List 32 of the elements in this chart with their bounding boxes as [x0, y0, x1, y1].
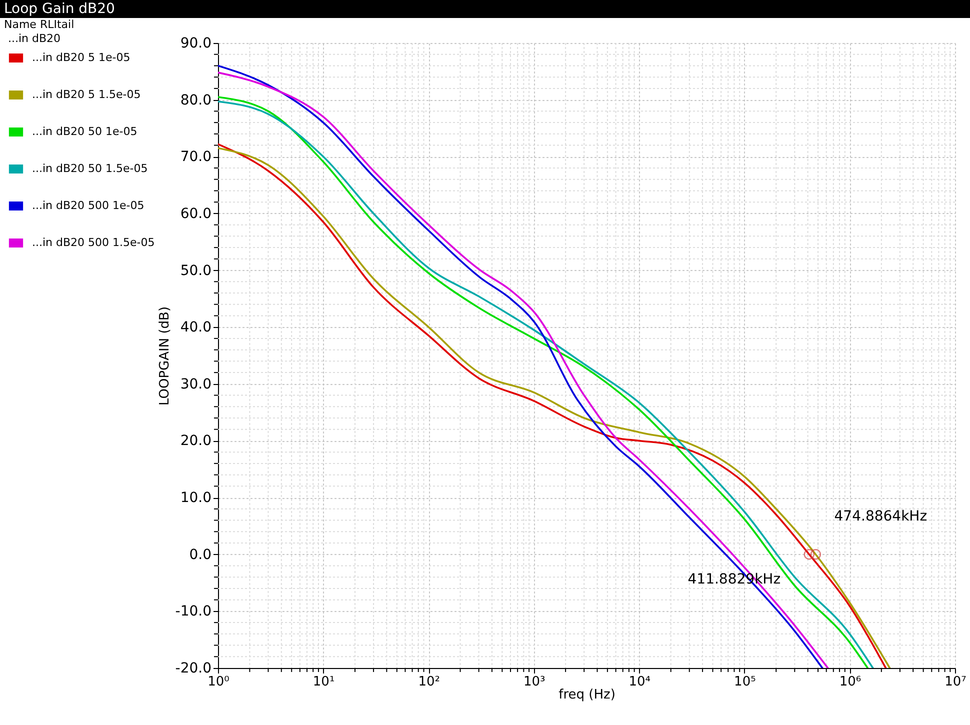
- legend-title: Name RLItail: [4, 18, 74, 31]
- y-tick-label: 20.0: [180, 433, 212, 450]
- legend-label: ...in dB20 5 1.5e-05: [32, 88, 141, 101]
- annotation: 474.8864kHz: [834, 508, 928, 524]
- text: ...in dB20: [8, 32, 61, 45]
- y-axis-title: LOOPGAIN (dB): [157, 306, 172, 406]
- x-tick-label: 10⁴: [628, 674, 651, 690]
- x-tick-label: 10⁵: [734, 674, 756, 690]
- x-tick-label: 10¹: [312, 674, 335, 690]
- y-tick-label: 90.0: [180, 36, 212, 52]
- y-tick-label: 80.0: [180, 92, 212, 108]
- y-tick-label: -10.0: [175, 604, 212, 620]
- legend-label: ...in dB20 500 1.5e-05: [32, 236, 155, 249]
- x-tick-label: 10³: [523, 674, 546, 690]
- x-tick-label: 10²: [418, 674, 440, 690]
- y-tick-label: 10.0: [180, 490, 212, 506]
- legend-label: ...in dB20 500 1e-05: [32, 199, 144, 212]
- y-tick-label: -20.0: [175, 660, 212, 676]
- legend-label: ...in dB20 50 1e-05: [32, 125, 138, 138]
- legend-label: ...in dB20 50 1.5e-05: [32, 162, 148, 175]
- x-tick-label: 10⁷: [944, 674, 966, 690]
- x-axis-title: freq (Hz): [558, 688, 616, 702]
- y-tick-label: 60.0: [180, 206, 212, 222]
- x-tick-label: 10⁶: [839, 674, 862, 690]
- y-tick-label: 40.0: [180, 320, 212, 336]
- y-tick-label: 30.0: [180, 376, 212, 392]
- y-tick-label: 50.0: [180, 262, 212, 279]
- y-tick-label: 0.0: [189, 546, 212, 563]
- x-tick-label: 10⁰: [208, 674, 230, 690]
- legend-label: ...in dB20 5 1e-05: [32, 51, 130, 64]
- text: Loop Gain dB20: [0, 0, 970, 18]
- y-tick-label: 70.0: [180, 149, 212, 166]
